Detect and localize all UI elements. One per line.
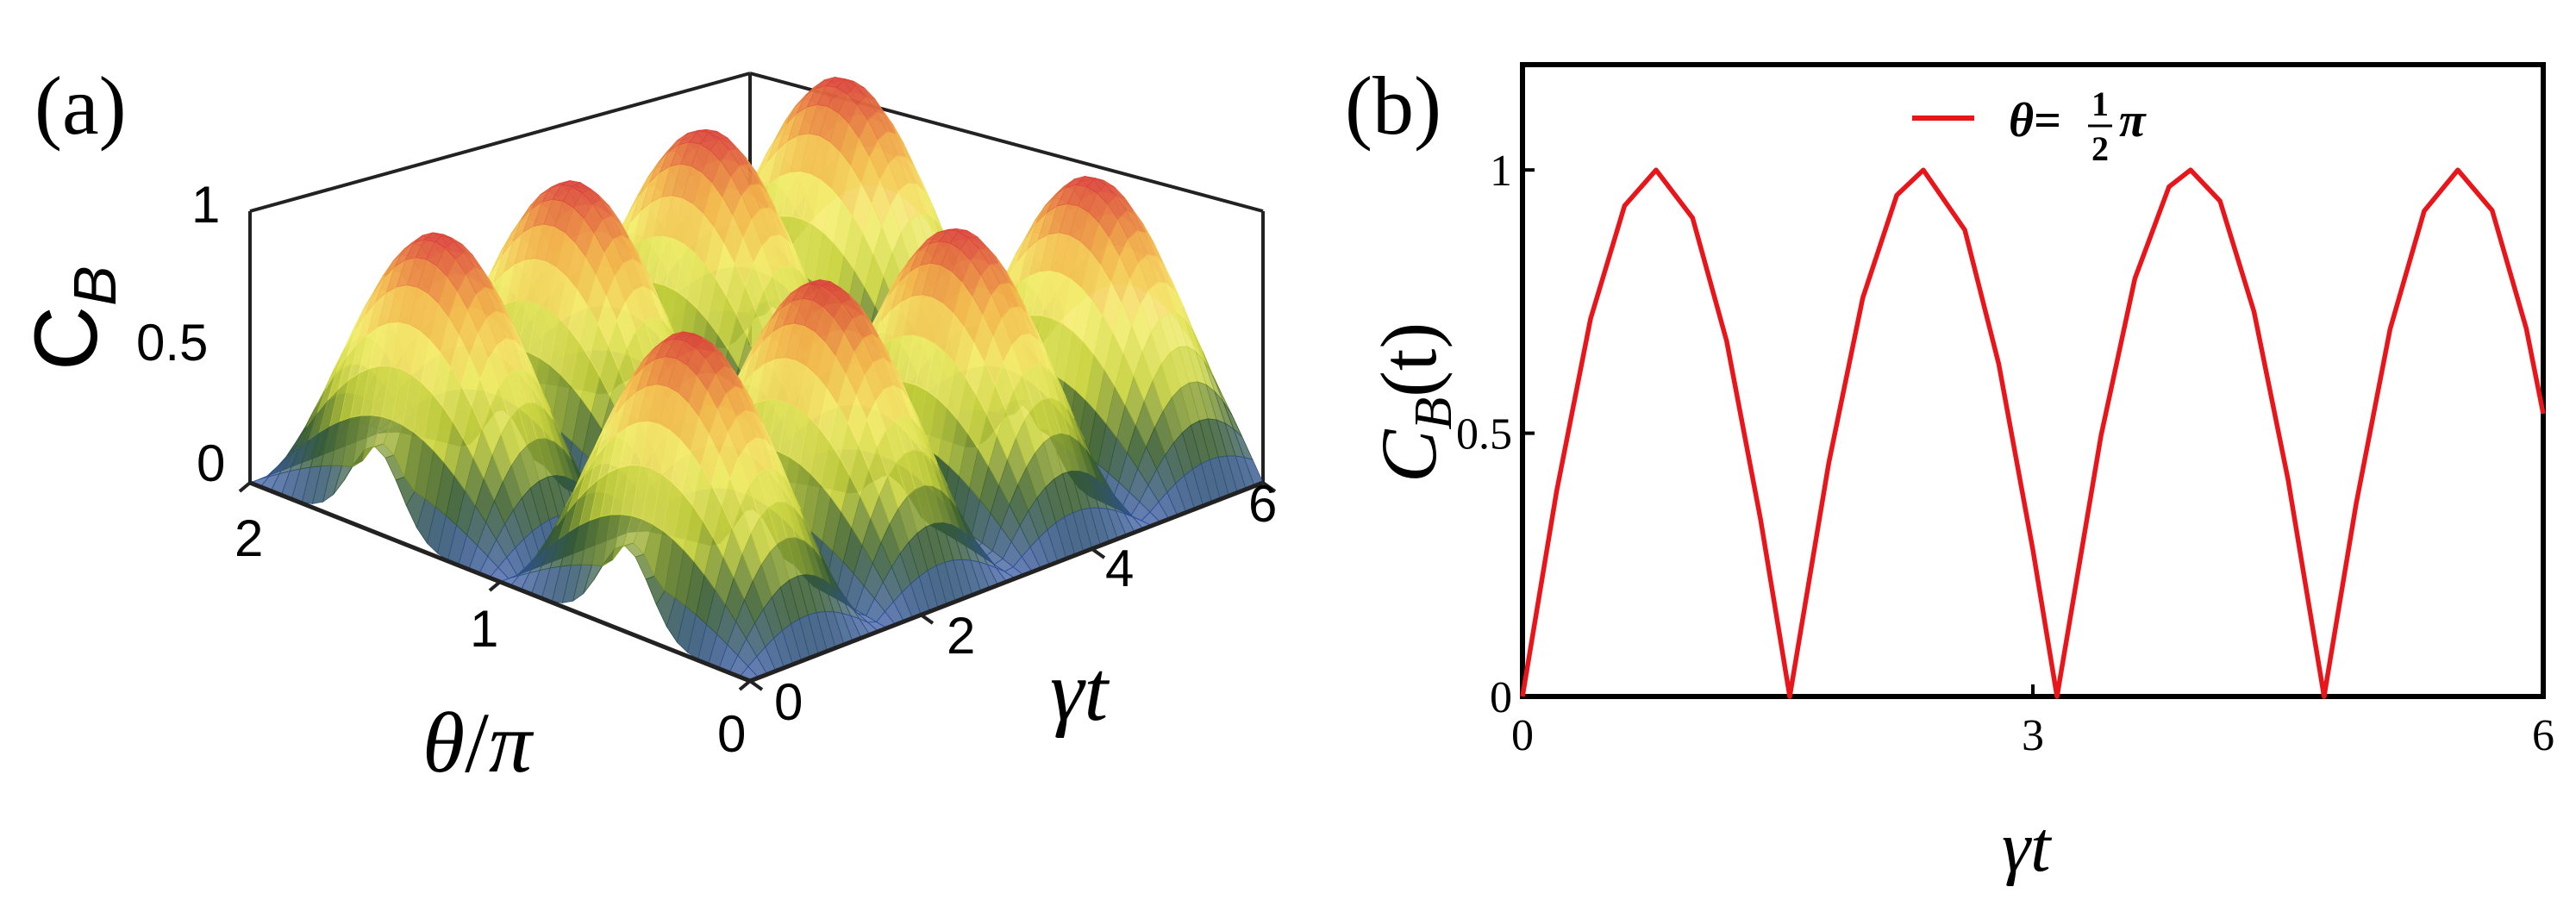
legend-frac-den: 2: [2091, 129, 2109, 168]
z-tick-label: 0.5: [136, 314, 208, 372]
y-tick-label: 0.5: [1456, 410, 1512, 459]
y-tick-label: 1: [1490, 147, 1512, 196]
x-tick-label: 2: [234, 509, 263, 567]
surface-plot: [248, 76, 1264, 682]
series-line: [1520, 167, 2546, 699]
x-tick-label: 1: [470, 600, 498, 658]
z-tick-label: 1: [191, 176, 220, 234]
x-tick-label: 6: [2532, 711, 2554, 760]
b-y-axis-title-sub: B: [1404, 397, 1463, 430]
legend-eq: =: [2034, 94, 2061, 147]
panel-b: (b) 0 0.5 1 0 3 6 CB(t) γt θ= 1 2 π: [1345, 59, 2554, 887]
b-y-axis-title-main: C: [1365, 428, 1453, 483]
z-axis-title: CB: [16, 265, 128, 371]
x-axis-title: θ/π: [422, 695, 535, 790]
legend-frac-num: 1: [2091, 84, 2109, 123]
x-tick-label: 3: [2022, 711, 2044, 760]
x-tick-label: 0: [717, 705, 746, 763]
legend-var: θ: [2009, 94, 2034, 147]
b-y-axis-title-tail: (t): [1365, 322, 1453, 397]
y-axis-title: γt: [1050, 643, 1110, 739]
b-y-axis-title: CB(t): [1365, 322, 1463, 483]
x-axis-title-unit: π: [489, 695, 535, 790]
panel-a: (a) 1 0.5 0: [16, 59, 1277, 790]
x-axis-title-var: θ: [422, 695, 465, 790]
z-axis-title-sub: B: [61, 265, 128, 306]
y-tick-label: 0: [1490, 673, 1512, 722]
y-tick-label: 2: [947, 607, 975, 665]
y-tick-label: 6: [1248, 475, 1277, 533]
legend-label: θ=: [2009, 94, 2061, 147]
panel-a-label: (a): [34, 59, 127, 152]
x-tick-label: 0: [1511, 711, 1534, 760]
plot-frame: [1520, 62, 2546, 699]
b-x-axis-title: γt: [2002, 807, 2053, 887]
y-tick-label: 0: [774, 673, 803, 731]
z-axis-title-main: C: [16, 306, 116, 371]
legend: θ= 1 2 π: [1912, 84, 2147, 168]
line-chart: 0 0.5 1 0 3 6: [1456, 62, 2554, 760]
panel-b-label: (b): [1345, 59, 1441, 152]
z-tick-label: 0: [197, 434, 225, 492]
surface-tick-marks: [238, 481, 1277, 691]
legend-pi: π: [2119, 94, 2147, 147]
svg-text:CB: CB: [16, 265, 128, 371]
y-tick-label: 4: [1105, 540, 1134, 597]
svg-text:CB(t): CB(t): [1365, 322, 1463, 483]
